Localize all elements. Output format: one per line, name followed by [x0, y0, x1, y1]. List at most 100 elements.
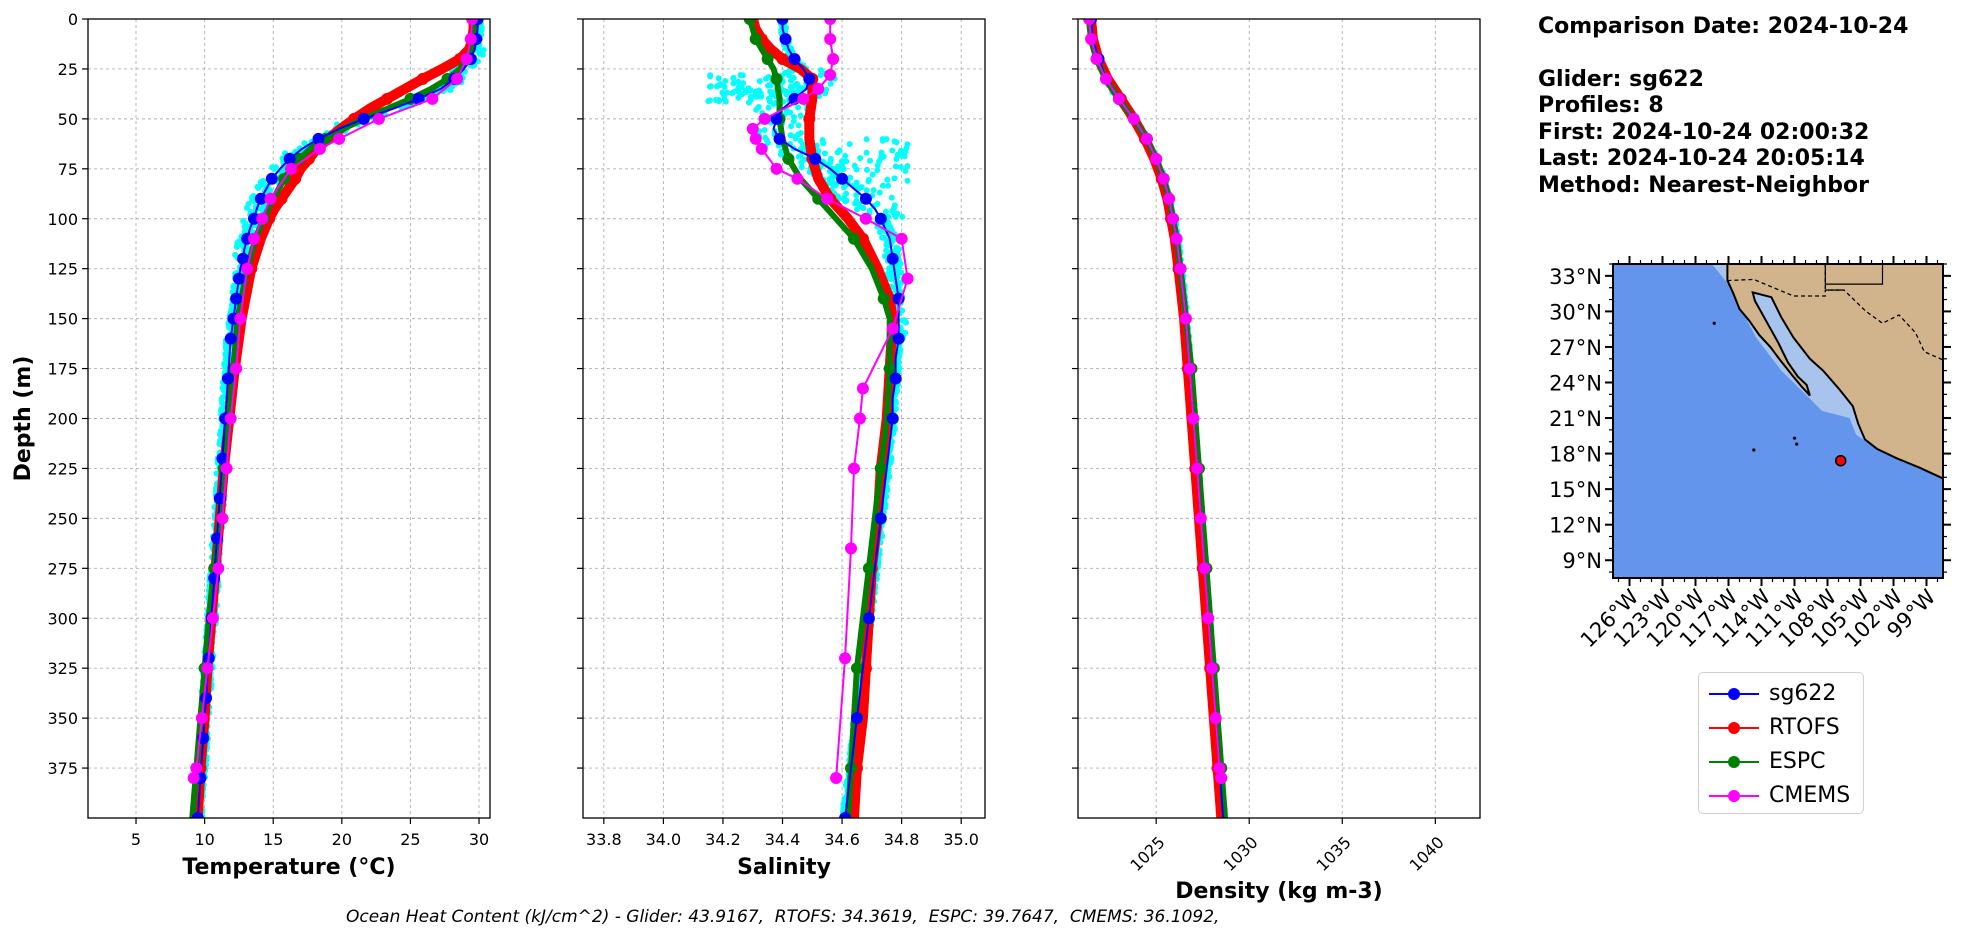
- data-point-cmems: [216, 512, 229, 525]
- y-tick-label: 0: [68, 10, 78, 29]
- x-tick-label: 34.0: [646, 830, 682, 849]
- glider-raw-point: [795, 104, 802, 111]
- x-tick-label: 34.8: [884, 830, 920, 849]
- data-point-cmems: [1085, 32, 1098, 45]
- data-point-rtofs: [289, 172, 302, 185]
- x-tick-label: 34.4: [765, 830, 801, 849]
- data-point-cmems: [313, 142, 326, 155]
- glider-raw-point: [797, 112, 804, 119]
- data-point-sg622: [803, 72, 816, 85]
- y-tick-label: 25: [58, 60, 78, 79]
- x-tick-label: 1040: [1406, 833, 1448, 875]
- glider-raw-point: [851, 162, 858, 169]
- glider-raw-point: [843, 158, 850, 165]
- data-point-sg622: [779, 32, 792, 45]
- glider-raw-point: [715, 75, 722, 82]
- last-time: Last: 2024-10-24 20:05:14: [1538, 146, 1865, 171]
- glider-raw-point: [878, 154, 885, 161]
- comparison-info: Comparison Date: 2024-10-24 Glider: sg622…: [1538, 14, 1908, 199]
- glider-raw-point: [716, 82, 723, 89]
- data-point-sg622: [788, 52, 801, 65]
- glider-raw-point: [853, 192, 860, 199]
- x-tick-label: 30: [469, 830, 489, 849]
- y-tick-label: 50: [58, 110, 78, 129]
- glider-raw-point: [787, 83, 794, 90]
- y-tick-label: 225: [47, 459, 78, 478]
- glider-raw-point: [820, 140, 827, 147]
- glider-raw-point: [765, 104, 772, 111]
- x-tick-label: 1035: [1313, 833, 1355, 875]
- data-point-cmems: [248, 232, 261, 245]
- legend-item-sg622: sg622: [1707, 679, 1857, 709]
- y-tick-label: 375: [47, 759, 78, 778]
- data-point-sg622: [224, 332, 237, 345]
- glider-raw-point: [255, 185, 262, 192]
- border-line: [1727, 278, 1844, 297]
- data-point-rtofs: [416, 72, 429, 85]
- data-point-cmems: [827, 52, 840, 65]
- data-point-sg622: [889, 372, 902, 385]
- glider-raw-point: [893, 156, 900, 163]
- data-point-sg622: [886, 252, 899, 265]
- glider-raw-point: [827, 159, 834, 166]
- glider-raw-point: [879, 182, 886, 189]
- glider-raw-point: [755, 87, 762, 94]
- x-tick-label: 1030: [1219, 833, 1261, 875]
- data-point-cmems: [821, 192, 834, 205]
- data-point-sg622: [874, 212, 887, 225]
- data-point-cmems: [824, 19, 837, 25]
- y-tick-label: 325: [47, 659, 78, 678]
- glider-raw-point: [879, 137, 886, 144]
- data-point-cmems: [201, 662, 214, 675]
- data-point-sg622: [237, 252, 250, 265]
- glider-raw-point: [876, 189, 883, 196]
- glider-raw-point: [879, 234, 886, 241]
- x-axis-label: Density (kg m-3): [1175, 879, 1383, 904]
- data-point-rtofs: [776, 52, 789, 65]
- x-tick-label: 34.6: [824, 830, 860, 849]
- data-point-cmems: [234, 312, 247, 325]
- lat-label: 18°N: [1549, 443, 1602, 467]
- lat-label: 24°N: [1549, 371, 1602, 395]
- plot-area: [705, 19, 914, 818]
- data-point-cmems: [824, 32, 837, 45]
- data-point-cmems: [1213, 762, 1226, 775]
- glider-raw-point: [722, 77, 729, 84]
- glider-raw-point: [874, 167, 881, 174]
- data-point-cmems: [812, 82, 825, 95]
- glider-raw-point: [783, 91, 790, 98]
- glider-raw-point: [869, 171, 876, 178]
- y-tick-label: 350: [47, 709, 78, 728]
- data-point-cmems: [1194, 512, 1207, 525]
- glider-raw-point: [788, 123, 795, 130]
- glider-raw-point: [874, 162, 881, 169]
- data-point-cmems: [230, 362, 243, 375]
- lat-label: 30°N: [1549, 300, 1602, 324]
- glider-raw-point: [863, 166, 870, 173]
- data-point-sg622: [859, 192, 872, 205]
- x-tick-label: 1025: [1126, 833, 1168, 875]
- glider-raw-point: [903, 319, 910, 326]
- lat-label: 21°N: [1549, 407, 1602, 431]
- data-point-sg622: [874, 512, 887, 525]
- data-point-cmems: [845, 542, 857, 555]
- glider-raw-point: [480, 46, 487, 53]
- glider-raw-point: [876, 229, 883, 236]
- glider-raw-point: [863, 136, 870, 143]
- data-point-cmems: [1202, 612, 1215, 625]
- glider-raw-point: [827, 80, 834, 87]
- glider-raw-point: [786, 72, 793, 79]
- data-point-cmems: [856, 382, 869, 395]
- glider-raw-point: [795, 122, 802, 129]
- x-tick-label: 20: [332, 830, 352, 849]
- data-point-cmems: [224, 412, 237, 425]
- data-point-cmems: [746, 122, 759, 135]
- glider-raw-point: [834, 149, 841, 156]
- glider-raw-point: [902, 167, 909, 174]
- data-point-sg622: [836, 172, 849, 185]
- y-axis-label: Depth (m): [11, 356, 36, 482]
- data-point-cmems: [853, 412, 866, 425]
- data-point-espc: [847, 232, 860, 245]
- glider-raw-point: [249, 196, 256, 203]
